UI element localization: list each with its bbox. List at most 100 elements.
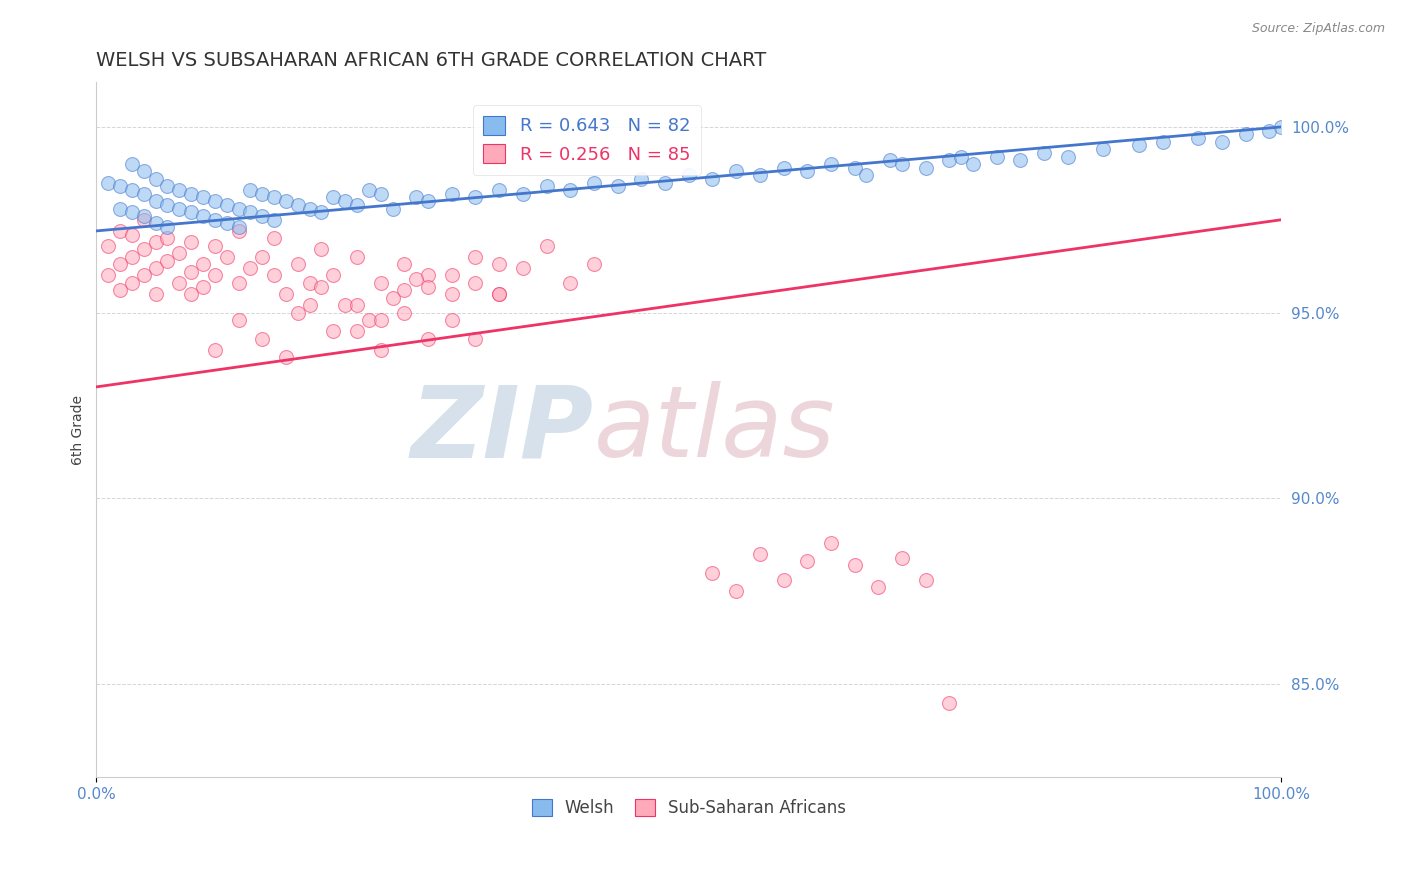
Point: [416, 332, 439, 346]
Point: [416, 279, 439, 293]
Point: [855, 168, 877, 182]
Point: [191, 190, 214, 204]
Point: [394, 305, 416, 319]
Point: [702, 172, 724, 186]
Point: [228, 202, 250, 216]
Point: [405, 272, 427, 286]
Point: [370, 313, 392, 327]
Point: [381, 291, 404, 305]
Point: [488, 287, 510, 301]
Point: [1092, 142, 1115, 156]
Point: [132, 243, 155, 257]
Point: [950, 150, 973, 164]
Point: [488, 183, 510, 197]
Point: [298, 202, 321, 216]
Text: ZIP: ZIP: [411, 381, 593, 478]
Point: [582, 176, 605, 190]
Point: [169, 202, 191, 216]
Point: [560, 276, 582, 290]
Point: [108, 179, 131, 194]
Text: Source: ZipAtlas.com: Source: ZipAtlas.com: [1251, 22, 1385, 36]
Legend: Welsh, Sub-Saharan Africans: Welsh, Sub-Saharan Africans: [524, 793, 852, 824]
Point: [97, 176, 120, 190]
Point: [204, 194, 226, 209]
Point: [914, 573, 936, 587]
Point: [239, 205, 262, 219]
Point: [180, 205, 202, 219]
Point: [132, 268, 155, 283]
Point: [891, 157, 914, 171]
Point: [239, 183, 262, 197]
Point: [464, 332, 486, 346]
Point: [311, 243, 333, 257]
Point: [844, 558, 866, 573]
Point: [440, 313, 463, 327]
Point: [180, 186, 202, 201]
Point: [250, 250, 273, 264]
Point: [464, 190, 486, 204]
Point: [287, 305, 309, 319]
Point: [108, 283, 131, 297]
Point: [938, 153, 960, 168]
Point: [287, 257, 309, 271]
Point: [169, 183, 191, 197]
Point: [215, 250, 238, 264]
Point: [440, 287, 463, 301]
Point: [938, 696, 960, 710]
Point: [322, 324, 344, 338]
Point: [346, 198, 368, 212]
Point: [121, 227, 143, 242]
Point: [346, 250, 368, 264]
Point: [97, 268, 120, 283]
Point: [370, 186, 392, 201]
Point: [796, 554, 818, 568]
Point: [1010, 153, 1032, 168]
Point: [1234, 128, 1257, 142]
Point: [630, 172, 652, 186]
Point: [263, 231, 285, 245]
Point: [132, 186, 155, 201]
Point: [1056, 150, 1078, 164]
Y-axis label: 6th Grade: 6th Grade: [72, 394, 86, 465]
Point: [891, 550, 914, 565]
Point: [204, 268, 226, 283]
Point: [394, 283, 416, 297]
Point: [748, 168, 770, 182]
Point: [263, 190, 285, 204]
Point: [180, 235, 202, 249]
Point: [879, 153, 901, 168]
Point: [772, 573, 794, 587]
Point: [1258, 123, 1281, 137]
Point: [239, 261, 262, 276]
Point: [145, 194, 167, 209]
Point: [250, 186, 273, 201]
Point: [228, 224, 250, 238]
Point: [357, 313, 380, 327]
Text: WELSH VS SUBSAHARAN AFRICAN 6TH GRADE CORRELATION CHART: WELSH VS SUBSAHARAN AFRICAN 6TH GRADE CO…: [97, 51, 766, 70]
Text: atlas: atlas: [593, 381, 835, 478]
Point: [986, 150, 1008, 164]
Point: [121, 276, 143, 290]
Point: [725, 164, 748, 178]
Point: [1211, 135, 1233, 149]
Point: [250, 209, 273, 223]
Point: [204, 239, 226, 253]
Point: [322, 268, 344, 283]
Point: [962, 157, 984, 171]
Point: [748, 547, 770, 561]
Point: [121, 205, 143, 219]
Point: [381, 202, 404, 216]
Point: [702, 566, 724, 580]
Point: [1033, 145, 1056, 160]
Point: [204, 343, 226, 357]
Point: [796, 164, 818, 178]
Point: [145, 172, 167, 186]
Point: [145, 287, 167, 301]
Point: [464, 276, 486, 290]
Point: [156, 253, 179, 268]
Point: [132, 164, 155, 178]
Point: [488, 287, 510, 301]
Point: [145, 261, 167, 276]
Point: [274, 287, 297, 301]
Point: [536, 239, 558, 253]
